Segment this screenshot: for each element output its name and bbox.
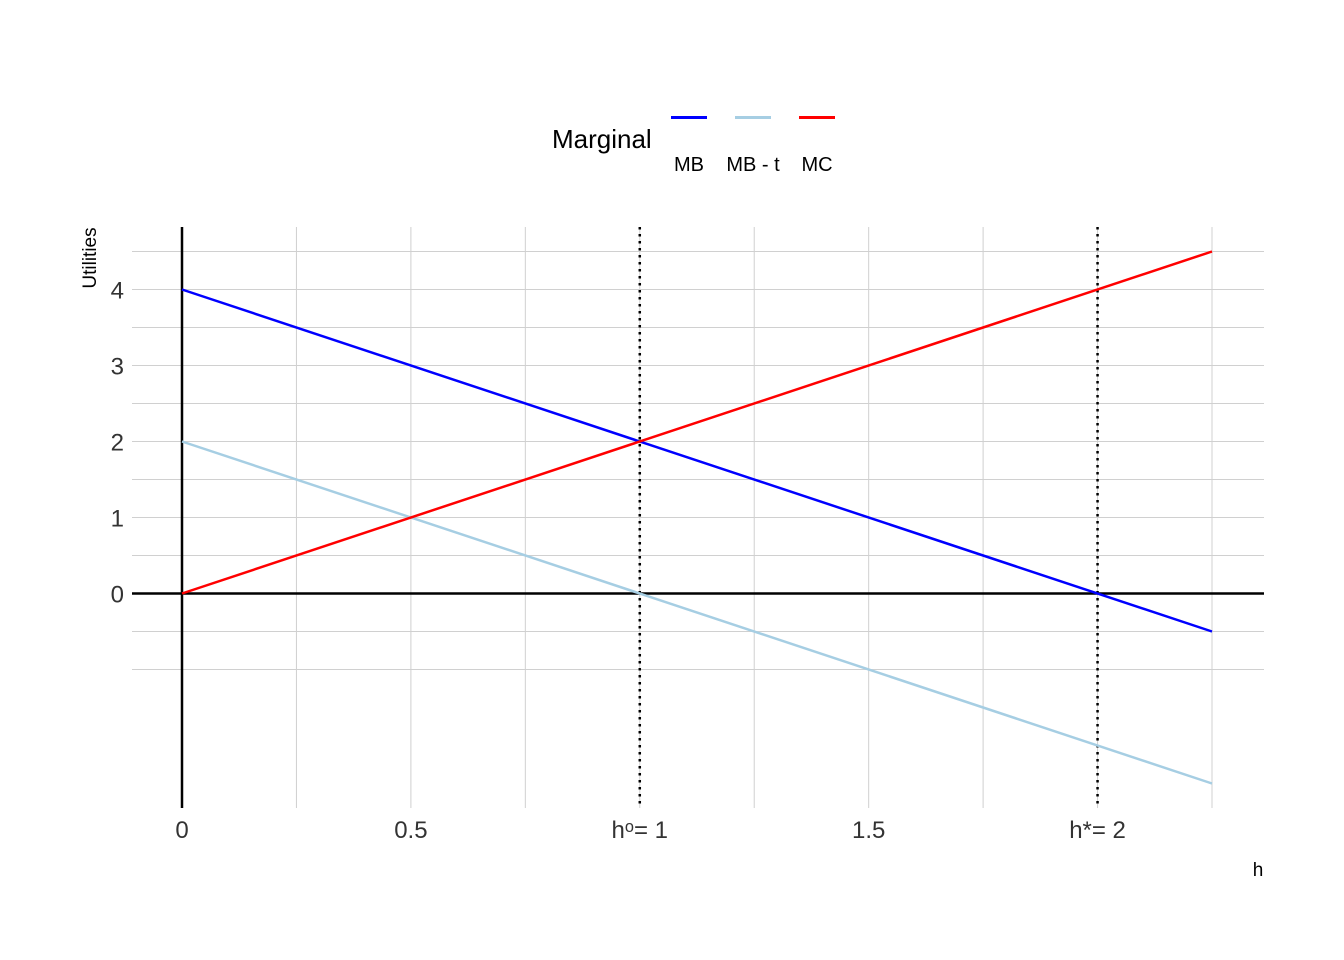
series-line-mb	[181, 288, 1213, 633]
y-tick-label: 3	[111, 354, 124, 381]
series-line-mc	[181, 250, 1213, 595]
y-tick-label: 0	[111, 582, 124, 609]
legend-item-mb-t: MB - t	[726, 108, 780, 188]
grid	[132, 227, 1264, 808]
legend: Marginal MB MB - t MC	[552, 108, 852, 188]
legend-key-mb-t	[735, 116, 771, 119]
series-lines	[181, 250, 1213, 785]
x-tick-labels: 0 0.5 hᵒ= 1 1.5 h*= 2	[175, 817, 1126, 844]
series-line-mb-t	[181, 440, 1213, 785]
legend-key-mc	[799, 116, 835, 119]
y-axis-title: Utilities	[80, 227, 101, 288]
x-tick-label: hᵒ= 1	[612, 817, 668, 844]
reference-lines	[132, 227, 1264, 808]
x-tick-label: 1.5	[852, 817, 885, 844]
legend-title: Marginal	[552, 124, 652, 154]
y-tick-label: 2	[111, 430, 124, 457]
legend-label-mc: MC	[801, 154, 833, 176]
x-tick-label: 0	[175, 817, 188, 844]
y-tick-label: 1	[111, 506, 124, 533]
x-axis-title: h	[1253, 860, 1264, 881]
legend-label-mb: MB	[674, 154, 704, 176]
legend-item-mb: MB	[664, 108, 714, 188]
y-tick-label: 4	[111, 278, 124, 305]
y-tick-labels: 0 1 2 3 4	[111, 278, 124, 609]
legend-key-mb	[671, 116, 707, 119]
legend-label-mb-t: MB - t	[726, 154, 780, 176]
legend-item-mc: MC	[792, 108, 842, 188]
x-tick-label: 0.5	[394, 817, 427, 844]
x-tick-label: h*= 2	[1069, 817, 1126, 844]
vertical-lines	[638, 227, 1099, 808]
